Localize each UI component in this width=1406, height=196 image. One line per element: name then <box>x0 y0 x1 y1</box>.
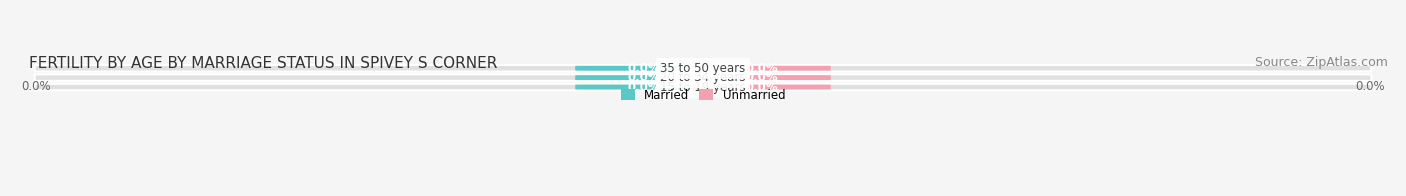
Text: 0.0%: 0.0% <box>627 71 661 84</box>
FancyBboxPatch shape <box>35 74 1371 81</box>
Text: Source: ZipAtlas.com: Source: ZipAtlas.com <box>1256 56 1388 69</box>
Text: 0.0%: 0.0% <box>745 71 779 84</box>
FancyBboxPatch shape <box>693 85 831 90</box>
FancyBboxPatch shape <box>693 75 831 80</box>
Text: 35 to 50 years: 35 to 50 years <box>661 62 745 75</box>
Text: 0.0%: 0.0% <box>627 62 661 75</box>
Text: 0.0%: 0.0% <box>745 62 779 75</box>
FancyBboxPatch shape <box>35 84 1371 90</box>
Legend: Married, Unmarried: Married, Unmarried <box>616 84 790 106</box>
Text: 0.0%: 0.0% <box>21 80 51 93</box>
FancyBboxPatch shape <box>575 66 713 71</box>
Text: 20 to 34 years: 20 to 34 years <box>661 71 745 84</box>
FancyBboxPatch shape <box>693 66 831 71</box>
Text: 15 to 19 years: 15 to 19 years <box>661 81 745 93</box>
Text: 0.0%: 0.0% <box>1355 80 1385 93</box>
Text: 0.0%: 0.0% <box>627 81 661 93</box>
FancyBboxPatch shape <box>575 85 713 90</box>
FancyBboxPatch shape <box>35 65 1371 72</box>
Text: 0.0%: 0.0% <box>745 81 779 93</box>
Text: FERTILITY BY AGE BY MARRIAGE STATUS IN SPIVEY S CORNER: FERTILITY BY AGE BY MARRIAGE STATUS IN S… <box>28 56 498 71</box>
FancyBboxPatch shape <box>575 75 713 80</box>
